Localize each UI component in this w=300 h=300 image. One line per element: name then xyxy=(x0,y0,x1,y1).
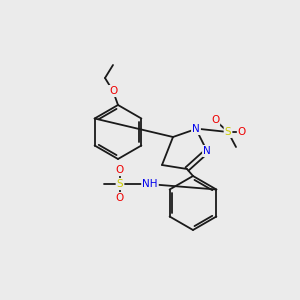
Text: O: O xyxy=(109,86,117,96)
Text: N: N xyxy=(192,124,200,134)
Text: S: S xyxy=(225,127,231,137)
Text: O: O xyxy=(116,193,124,203)
Text: O: O xyxy=(116,165,124,175)
Text: O: O xyxy=(238,127,246,137)
Text: O: O xyxy=(211,115,219,125)
Text: NH: NH xyxy=(142,179,158,189)
Text: N: N xyxy=(203,146,211,156)
Text: S: S xyxy=(117,179,123,189)
